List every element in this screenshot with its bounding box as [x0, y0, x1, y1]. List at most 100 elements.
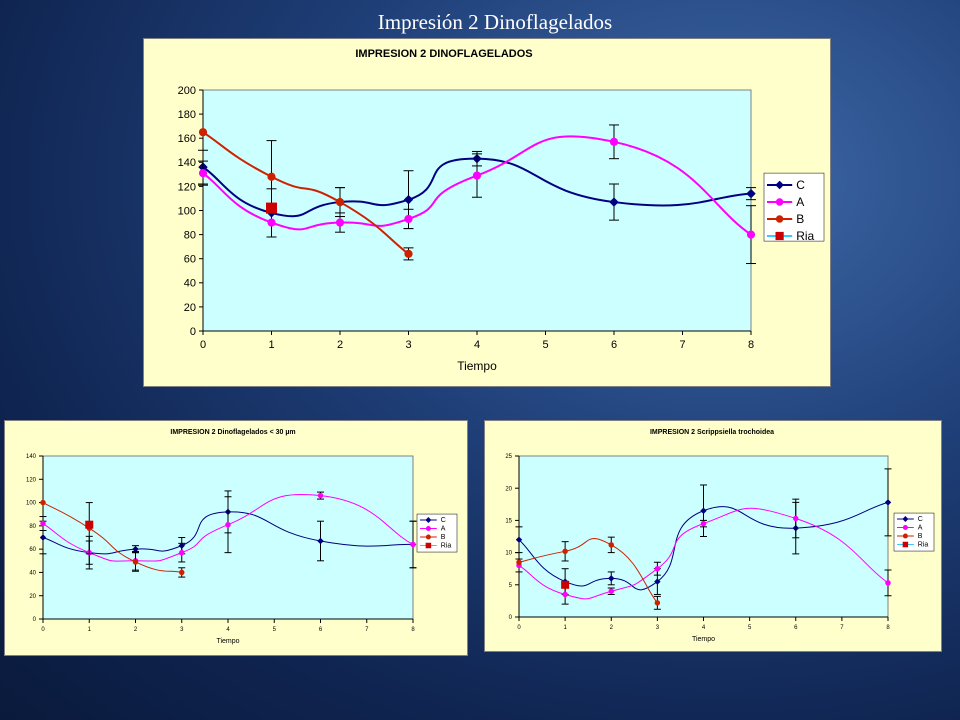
legend-label: A	[796, 195, 804, 209]
data-point	[654, 565, 661, 572]
legend-marker	[902, 533, 908, 539]
legend-marker	[775, 215, 784, 223]
data-point	[562, 591, 568, 598]
x-tick-label: 8	[411, 627, 415, 633]
data-point	[700, 507, 707, 514]
legend-label: C	[796, 178, 805, 192]
chart-title: IMPRESION 2 Scrippsiella trochoidea	[650, 429, 774, 436]
chart-title: IMPRESION 2 DINOFLAGELADOS	[355, 48, 532, 60]
x-tick-label: 8	[886, 625, 890, 631]
data-point	[40, 520, 46, 527]
data-point	[410, 541, 416, 548]
x-tick-label: 1	[88, 627, 92, 633]
series-a	[515, 498, 892, 605]
y-tick-label: 0	[33, 617, 37, 623]
y-tick-label: 25	[505, 454, 512, 460]
chart-panel-main: IMPRESION 2 DINOFLAGELADOS 0 20 40 60 80 100 12…	[143, 38, 831, 387]
data-point	[267, 218, 276, 227]
x-tick-label: 0	[517, 625, 521, 631]
x-tick-label: 2	[610, 625, 614, 631]
data-point	[472, 171, 482, 180]
legend-label: C	[918, 516, 923, 523]
y-tick-label: 0	[509, 615, 513, 621]
x-tick-label: 7	[840, 625, 844, 631]
x-tick-label: 7	[679, 339, 685, 351]
series-ria	[266, 202, 277, 214]
legend-label: Ria	[918, 542, 929, 549]
chart-small-dinoflagellates: IMPRESION 2 Dinoflagelados < 30 µm020406…	[26, 429, 458, 645]
legend-marker	[775, 231, 784, 241]
legend-marker	[425, 534, 431, 540]
data-point	[654, 578, 661, 585]
legend-label: Ria	[441, 543, 452, 550]
y-tick-label: 5	[509, 583, 513, 589]
legend-label: C	[441, 517, 446, 524]
x-axis-title: Tiempo	[692, 636, 715, 643]
legend-label: Ria	[796, 229, 814, 243]
y-tick-label: 60	[29, 547, 36, 553]
data-point	[608, 575, 615, 582]
chart-panel-small-dinoflagellates: IMPRESION 2 Dinoflagelados < 30 µm 0 20 40 6…	[4, 420, 468, 656]
y-tick-label: 15	[505, 519, 512, 525]
y-tick-label: 20	[505, 486, 512, 492]
legend: CAB Ria	[763, 172, 825, 243]
y-tick-label: 20	[184, 302, 196, 314]
data-point	[746, 230, 756, 239]
y-tick-label: 80	[184, 229, 196, 241]
data-point	[515, 536, 523, 543]
data-point	[267, 172, 276, 181]
chart-title: IMPRESION 2 Dinoflagelados < 30 µm	[170, 429, 295, 436]
y-tick-label: 0	[190, 326, 196, 338]
chart-main: IMPRESION 2 DINOFLAGELADOS02040608010012…	[178, 48, 825, 373]
y-tick-label: 10	[505, 551, 512, 557]
x-tick-label: 2	[134, 627, 138, 633]
legend-marker	[425, 525, 431, 532]
data-point	[179, 549, 185, 556]
data-point	[266, 202, 277, 214]
series-line	[42, 494, 414, 562]
data-point	[317, 537, 324, 545]
y-tick-label: 200	[178, 85, 196, 97]
legend-label: B	[918, 533, 923, 540]
y-tick-label: 160	[178, 133, 196, 145]
data-point	[404, 214, 413, 224]
y-tick-label: 40	[184, 278, 196, 290]
series-a	[198, 124, 756, 265]
data-point	[608, 542, 614, 548]
data-point	[40, 499, 46, 506]
plot-area	[202, 89, 752, 332]
y-tick-label: 20	[29, 594, 36, 600]
x-tick-label: 1	[268, 339, 274, 351]
data-point	[198, 169, 208, 178]
data-point	[561, 580, 570, 589]
x-axis-title: Tiempo	[216, 638, 239, 645]
data-point	[179, 569, 185, 576]
data-point	[885, 580, 891, 586]
data-point	[746, 188, 756, 199]
data-point	[335, 218, 345, 227]
x-tick-label: 6	[319, 627, 323, 633]
x-tick-label: 5	[273, 627, 277, 633]
data-point	[404, 249, 413, 258]
legend-marker	[775, 180, 784, 190]
y-tick-label: 120	[26, 477, 37, 483]
y-tick-label: 100	[26, 501, 37, 507]
legend-marker	[425, 542, 432, 549]
chart-scrippsiella: IMPRESION 2 Scrippsiella trochoidea 0 5 10 1…	[505, 429, 935, 643]
x-tick-label: 4	[226, 627, 230, 633]
data-point	[85, 520, 94, 529]
legend-marker	[902, 516, 909, 522]
x-tick-label: 5	[748, 625, 752, 631]
data-point	[608, 588, 614, 594]
x-tick-label: 4	[474, 339, 480, 351]
legend-marker	[775, 198, 784, 206]
legend: CAB Ria	[416, 513, 458, 553]
data-point	[700, 520, 707, 527]
data-point	[884, 499, 892, 506]
y-tick-label: 180	[178, 109, 196, 121]
data-point	[793, 515, 799, 522]
data-point	[132, 559, 139, 565]
data-point	[198, 128, 208, 137]
x-tick-label: 2	[337, 339, 343, 351]
data-point	[562, 548, 568, 555]
